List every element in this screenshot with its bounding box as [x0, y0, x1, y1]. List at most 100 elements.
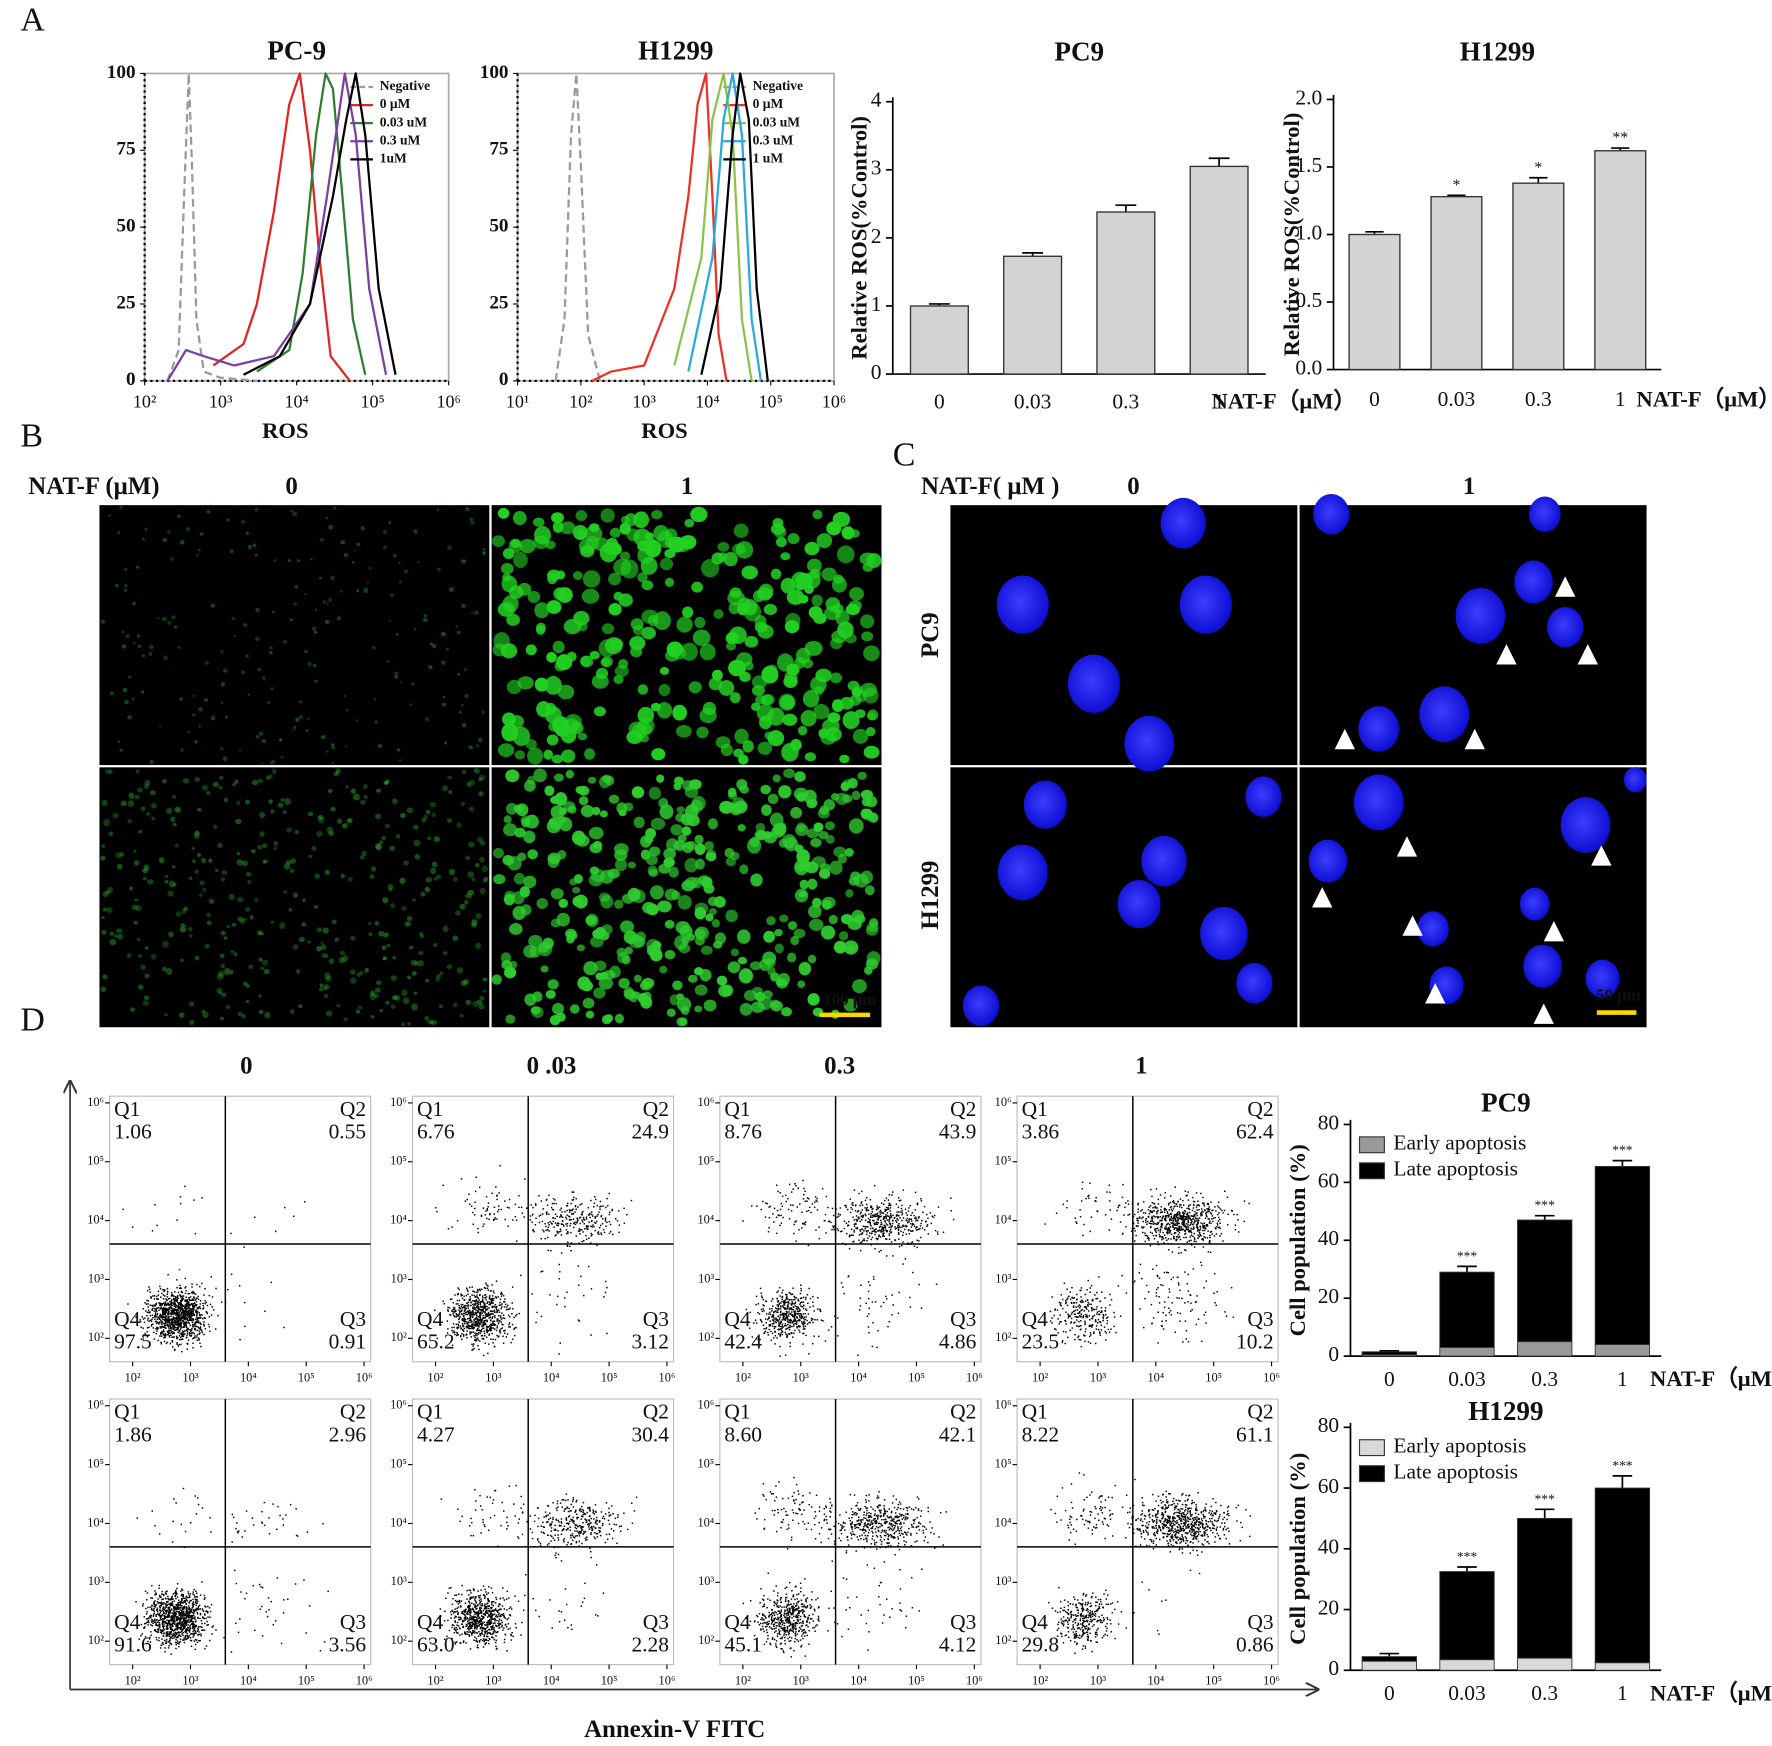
cell [243, 917, 248, 922]
y-tick-label: 10⁶ [87, 1095, 104, 1109]
event-dot [148, 1286, 150, 1288]
event-dot [471, 1211, 474, 1214]
event-dot [853, 1231, 856, 1233]
event-dot [156, 1312, 159, 1315]
event-dot [781, 1195, 784, 1198]
event-dot [556, 1303, 558, 1306]
event-dot [482, 1310, 484, 1312]
cell [788, 921, 798, 930]
event-dot [179, 1287, 181, 1289]
nucleus [1117, 880, 1161, 929]
event-dot [848, 1220, 850, 1223]
cell [454, 910, 461, 916]
event-dot [457, 1287, 459, 1289]
event-dot [542, 1229, 544, 1231]
event-dot [490, 1313, 492, 1315]
event-dot [796, 1327, 798, 1329]
event-dot [589, 1212, 591, 1215]
event-dot [775, 1321, 777, 1324]
cell [513, 804, 524, 813]
event-dot [765, 1313, 768, 1315]
cell [795, 824, 809, 837]
event-dot [498, 1304, 501, 1307]
cell [191, 847, 195, 850]
cell [844, 848, 854, 857]
cell [366, 581, 370, 584]
cell [331, 919, 337, 924]
event-dot [785, 1200, 788, 1203]
event-dot [470, 1301, 472, 1304]
event-dot [164, 1303, 166, 1306]
cell [851, 909, 865, 923]
event-dot [790, 1293, 792, 1296]
event-dot [185, 1303, 187, 1306]
y-tick-label: 50 [116, 216, 135, 237]
cell [760, 694, 773, 706]
event-dot [160, 1315, 162, 1317]
cell [115, 583, 119, 588]
cell [701, 559, 720, 578]
event-dot [889, 1217, 891, 1220]
event-dot [796, 1316, 798, 1318]
event-dot [755, 1303, 757, 1306]
event-dot [888, 1226, 890, 1229]
cell [680, 1005, 690, 1015]
event-dot [864, 1219, 867, 1222]
event-dot [587, 1265, 590, 1268]
cell [196, 853, 202, 857]
event-dot [779, 1306, 782, 1308]
event-dot [192, 1337, 194, 1340]
event-dot [457, 1334, 459, 1336]
significance-label: *** [1535, 1491, 1556, 1506]
event-dot [606, 1221, 608, 1224]
event-dot [797, 1306, 799, 1308]
event-dot [802, 1296, 805, 1299]
event-dot [779, 1355, 781, 1357]
event-dot [187, 1319, 190, 1322]
event-dot [499, 1329, 501, 1332]
event-dot [890, 1231, 892, 1234]
event-dot [801, 1227, 803, 1229]
event-dot [855, 1218, 857, 1221]
event-dot [495, 1308, 498, 1311]
column-label: 0 [285, 473, 297, 500]
event-dot [783, 1304, 786, 1306]
event-dot [177, 1291, 180, 1294]
cell [421, 817, 427, 823]
event-dot [481, 1296, 484, 1299]
event-dot [473, 1294, 475, 1297]
cell [402, 997, 410, 1005]
event-dot [168, 1298, 170, 1300]
cell [684, 518, 695, 528]
cell [458, 710, 462, 714]
event-dot [869, 1227, 872, 1230]
event-dot [859, 1204, 861, 1207]
cell [262, 860, 267, 864]
event-dot [583, 1240, 585, 1242]
event-dot [812, 1295, 814, 1298]
event-dot [466, 1323, 468, 1325]
event-dot [183, 1315, 185, 1318]
event-dot [456, 1219, 459, 1222]
cell [694, 984, 708, 996]
event-dot [454, 1333, 456, 1336]
event-dot [865, 1208, 868, 1210]
event-dot [464, 1322, 466, 1325]
cell [196, 554, 199, 557]
cell [353, 793, 360, 801]
histogram-line [673, 72, 753, 382]
event-dot [485, 1315, 487, 1318]
cell [264, 1012, 271, 1019]
event-dot [167, 1319, 169, 1321]
event-dot [865, 1209, 868, 1212]
event-dot [160, 1335, 163, 1337]
event-dot [466, 1327, 468, 1329]
cell [410, 959, 418, 966]
event-dot [479, 1318, 481, 1321]
event-dot [165, 1303, 167, 1305]
cell [551, 512, 564, 524]
event-dot [176, 1300, 178, 1302]
event-dot [591, 1213, 593, 1216]
event-dot [477, 1344, 479, 1347]
legend-label: Early apoptosis [1393, 1434, 1526, 1458]
